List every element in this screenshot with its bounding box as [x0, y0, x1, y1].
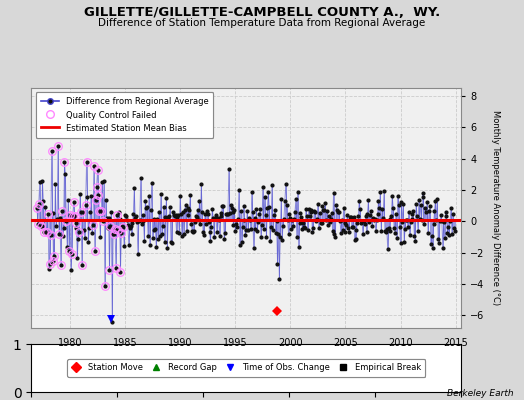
Text: 1990: 1990: [168, 338, 192, 348]
Text: 2010: 2010: [388, 338, 413, 348]
Legend: Difference from Regional Average, Quality Control Failed, Estimated Station Mean: Difference from Regional Average, Qualit…: [36, 92, 213, 138]
Text: 2000: 2000: [278, 338, 303, 348]
Text: 1985: 1985: [113, 338, 137, 348]
Text: 2005: 2005: [333, 338, 358, 348]
Text: 1995: 1995: [223, 338, 247, 348]
Text: 2015: 2015: [443, 338, 468, 348]
Text: Berkeley Earth: Berkeley Earth: [447, 389, 514, 398]
Y-axis label: Monthly Temperature Anomaly Difference (°C): Monthly Temperature Anomaly Difference (…: [492, 110, 500, 306]
Text: 1980: 1980: [58, 338, 82, 348]
Legend: Station Move, Record Gap, Time of Obs. Change, Empirical Break: Station Move, Record Gap, Time of Obs. C…: [67, 359, 425, 377]
Text: GILLETTE/GILLETTE-CAMPBELL COUNTY A.,  WY.: GILLETTE/GILLETTE-CAMPBELL COUNTY A., WY…: [84, 6, 440, 19]
Text: Difference of Station Temperature Data from Regional Average: Difference of Station Temperature Data f…: [99, 18, 425, 28]
